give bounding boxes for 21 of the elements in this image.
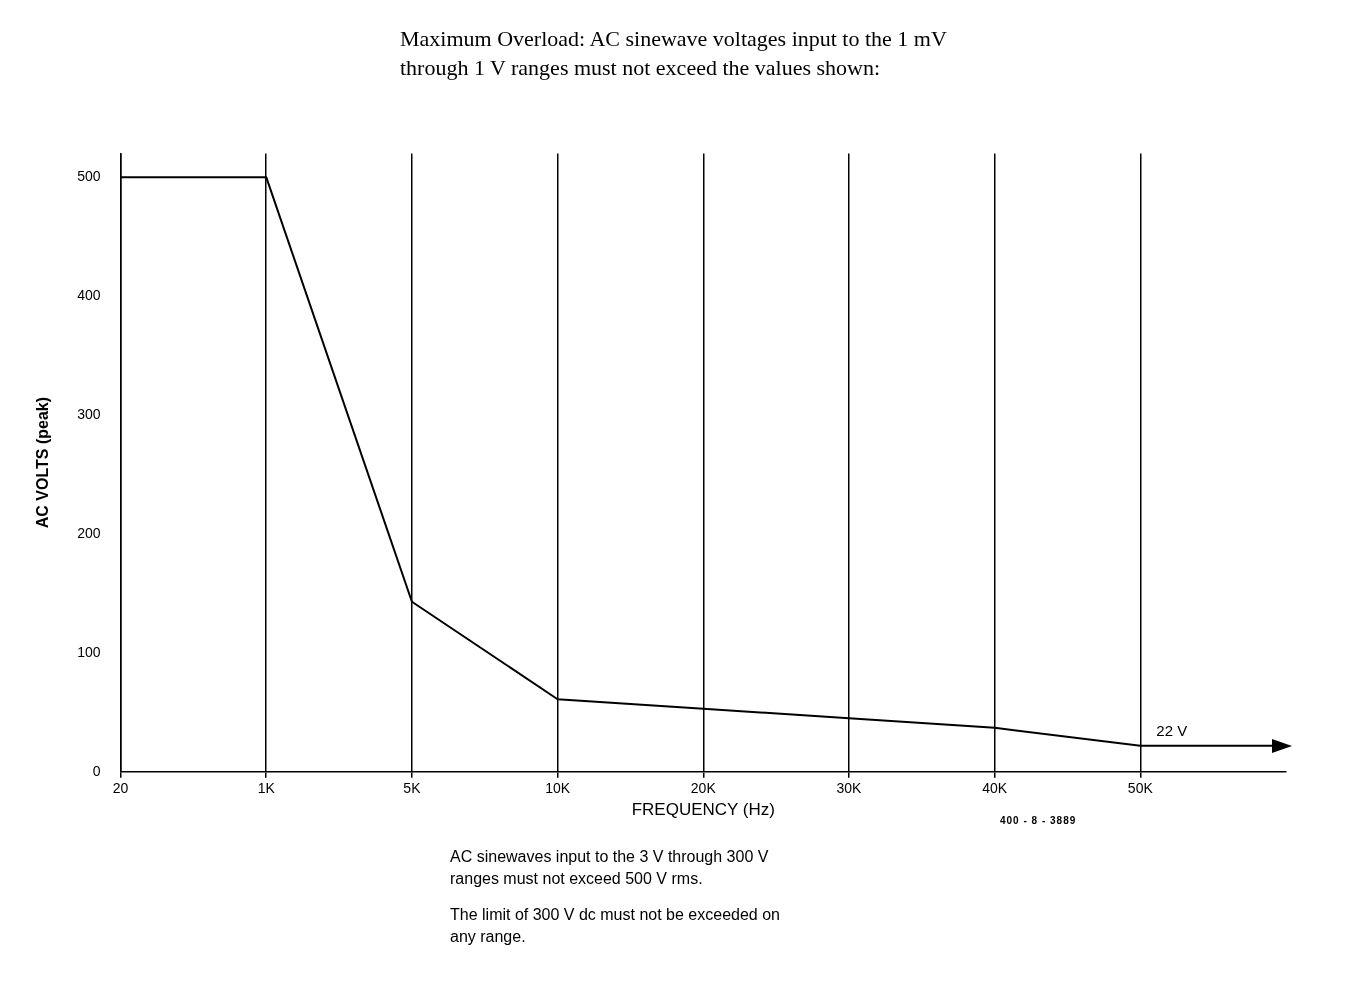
x-tick-label: 1K (257, 780, 276, 797)
y-tick-label: 400 (77, 286, 101, 303)
x-tick-label: 40K (982, 780, 1008, 797)
text: AC sinewaves input to the 3 V through 300 V ranges must not exceed 500 V rms. (450, 847, 770, 889)
chart-title: Maximum Overload: AC sinewave voltages input to the 1 mV through 1 V ranges must not exceed the values shown: (400, 25, 948, 82)
x-tick-label: 30K (836, 780, 863, 797)
x-tick-label: 20 (112, 780, 129, 797)
x-axis-title: FREQUENCY (Hz) (631, 800, 775, 820)
text: The limit of 300 V dc must not be exceeded on any range. (450, 905, 780, 947)
y-axis-title: AC VOLTS (peak) (34, 396, 52, 529)
x-tick-label: 50K (1127, 780, 1154, 797)
text: 400 - 8 - 3889 (1000, 815, 1077, 826)
x-tick-label: 10K (545, 780, 571, 797)
x-tick-label: 20K (690, 780, 717, 797)
y-tick-label: 100 (77, 643, 101, 660)
y-tick-label: 0 (92, 762, 101, 779)
x-tick-label: 5K (403, 780, 422, 797)
y-tick-label: 300 (77, 405, 101, 422)
annotation: 22 V (1156, 722, 1188, 740)
y-tick-label: 500 (77, 168, 101, 185)
y-tick-label: 200 (77, 524, 101, 541)
